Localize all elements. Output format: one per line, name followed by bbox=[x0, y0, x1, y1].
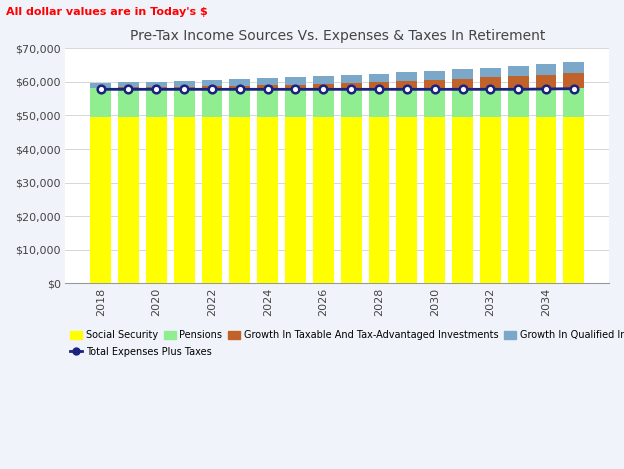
Bar bbox=[313, 76, 334, 84]
Bar bbox=[313, 117, 334, 283]
Bar bbox=[285, 88, 306, 117]
Legend: Total Expenses Plus Taxes: Total Expenses Plus Taxes bbox=[71, 347, 212, 357]
Bar bbox=[452, 88, 473, 117]
Bar bbox=[257, 88, 278, 117]
Bar bbox=[202, 80, 222, 86]
Bar bbox=[146, 82, 167, 87]
Bar bbox=[563, 62, 584, 73]
Bar bbox=[285, 77, 306, 84]
Bar bbox=[285, 117, 306, 283]
Bar bbox=[146, 88, 167, 117]
Bar bbox=[396, 81, 417, 88]
Bar bbox=[508, 76, 529, 88]
Bar bbox=[480, 77, 501, 88]
Bar bbox=[480, 117, 501, 283]
Bar bbox=[424, 117, 445, 283]
Bar bbox=[396, 88, 417, 117]
Bar bbox=[173, 88, 195, 117]
Bar bbox=[563, 117, 584, 283]
Bar bbox=[230, 86, 250, 88]
Bar bbox=[508, 66, 529, 76]
Bar bbox=[424, 71, 445, 80]
Bar bbox=[230, 88, 250, 117]
Bar bbox=[118, 117, 139, 283]
Title: Pre-Tax Income Sources Vs. Expenses & Taxes In Retirement: Pre-Tax Income Sources Vs. Expenses & Ta… bbox=[130, 29, 545, 43]
Bar bbox=[313, 88, 334, 117]
Bar bbox=[535, 64, 557, 75]
Bar bbox=[452, 117, 473, 283]
Bar bbox=[480, 88, 501, 117]
Bar bbox=[535, 117, 557, 283]
Bar bbox=[396, 117, 417, 283]
Bar bbox=[146, 117, 167, 283]
Bar bbox=[257, 85, 278, 88]
Bar bbox=[90, 83, 111, 88]
Bar bbox=[508, 117, 529, 283]
Bar bbox=[452, 79, 473, 88]
Bar bbox=[173, 117, 195, 283]
Bar bbox=[90, 88, 111, 117]
Bar bbox=[396, 72, 417, 81]
Bar bbox=[341, 117, 361, 283]
Bar bbox=[341, 75, 361, 83]
Bar bbox=[452, 69, 473, 79]
Bar bbox=[480, 68, 501, 77]
Bar bbox=[369, 88, 389, 117]
Bar bbox=[369, 117, 389, 283]
Bar bbox=[90, 117, 111, 283]
Bar bbox=[230, 117, 250, 283]
Bar bbox=[118, 88, 139, 117]
Bar bbox=[508, 88, 529, 117]
Bar bbox=[369, 82, 389, 88]
Bar bbox=[563, 88, 584, 117]
Bar bbox=[535, 88, 557, 117]
Bar bbox=[257, 117, 278, 283]
Bar bbox=[341, 88, 361, 117]
Bar bbox=[341, 83, 361, 88]
Bar bbox=[257, 78, 278, 85]
Bar bbox=[202, 88, 222, 117]
Bar bbox=[230, 79, 250, 86]
Bar bbox=[202, 117, 222, 283]
Text: All dollar values are in Today's $: All dollar values are in Today's $ bbox=[6, 7, 208, 17]
Bar bbox=[424, 88, 445, 117]
Bar bbox=[285, 84, 306, 88]
Bar bbox=[535, 75, 557, 88]
Bar bbox=[424, 80, 445, 88]
Bar bbox=[118, 82, 139, 88]
Bar bbox=[563, 73, 584, 88]
Bar bbox=[313, 84, 334, 88]
Bar bbox=[369, 74, 389, 82]
Bar bbox=[202, 86, 222, 88]
Bar bbox=[173, 87, 195, 88]
Bar bbox=[173, 81, 195, 87]
